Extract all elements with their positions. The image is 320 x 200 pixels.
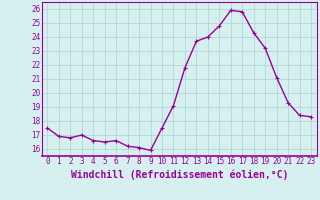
X-axis label: Windchill (Refroidissement éolien,°C): Windchill (Refroidissement éolien,°C)	[70, 169, 288, 180]
